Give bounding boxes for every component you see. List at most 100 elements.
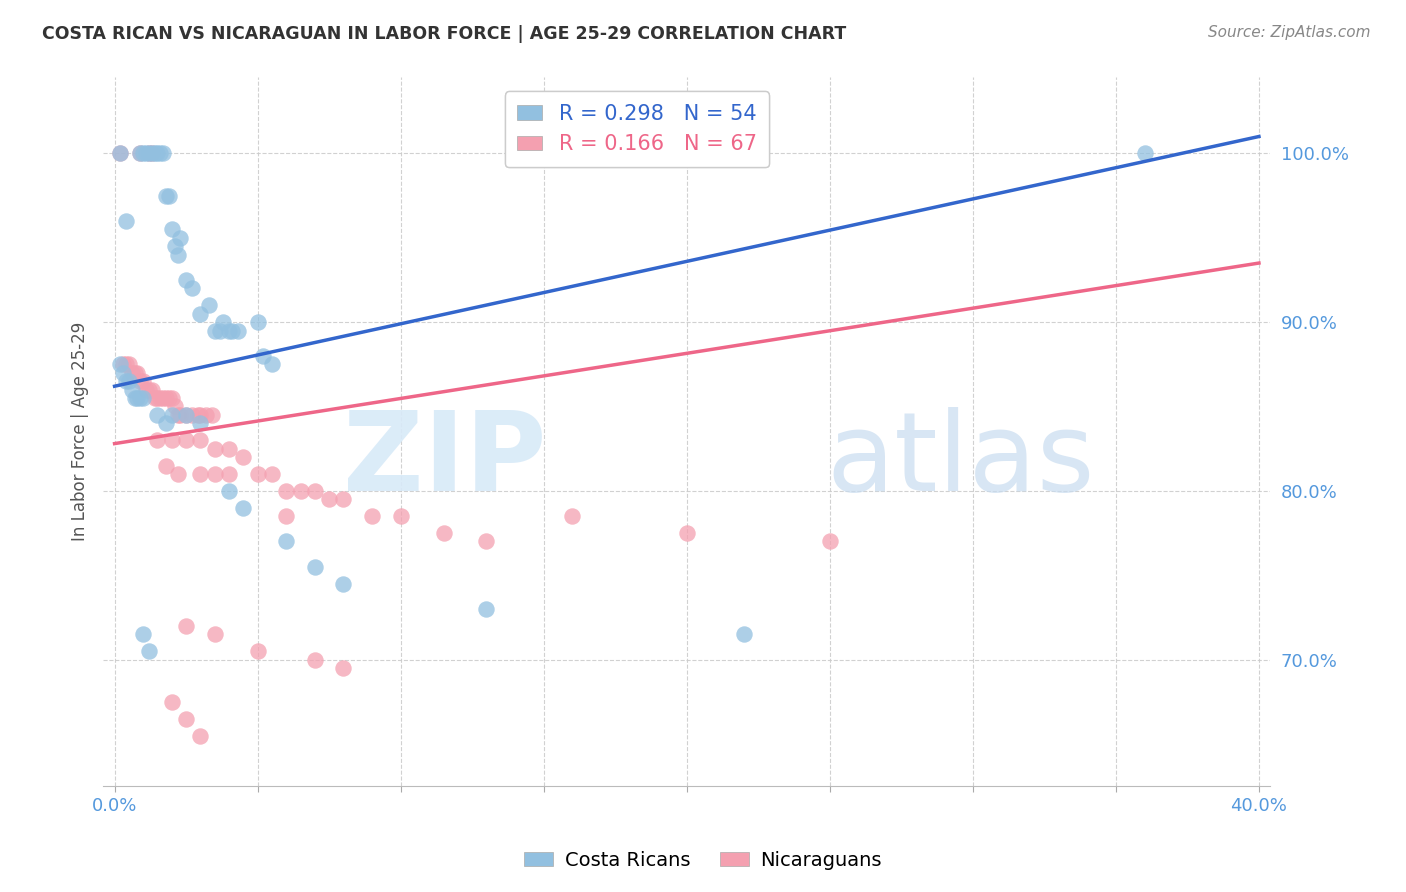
Point bbox=[332, 492, 354, 507]
Point bbox=[246, 467, 269, 481]
Point bbox=[110, 146, 132, 161]
Point bbox=[155, 188, 177, 202]
Point bbox=[138, 146, 160, 161]
Point bbox=[174, 408, 197, 422]
Point bbox=[212, 315, 235, 329]
Point bbox=[143, 391, 166, 405]
Point bbox=[318, 492, 340, 507]
Point bbox=[155, 391, 177, 405]
Legend: R = 0.298   N = 54, R = 0.166   N = 67: R = 0.298 N = 54, R = 0.166 N = 67 bbox=[505, 91, 769, 167]
Point bbox=[143, 146, 166, 161]
Point bbox=[124, 366, 146, 380]
Point bbox=[115, 357, 138, 371]
Point bbox=[132, 627, 155, 641]
Point bbox=[195, 408, 218, 422]
Point bbox=[141, 383, 163, 397]
Point bbox=[127, 391, 149, 405]
Point bbox=[218, 467, 240, 481]
Point bbox=[110, 146, 132, 161]
Point bbox=[135, 146, 157, 161]
Point bbox=[818, 534, 841, 549]
Point bbox=[174, 408, 197, 422]
Point bbox=[169, 231, 191, 245]
Point bbox=[129, 391, 152, 405]
Point bbox=[160, 695, 183, 709]
Point bbox=[132, 374, 155, 388]
Point bbox=[226, 324, 249, 338]
Point bbox=[132, 391, 155, 405]
Point bbox=[141, 146, 163, 161]
Point bbox=[166, 408, 188, 422]
Point bbox=[332, 661, 354, 675]
Point bbox=[132, 146, 155, 161]
Point bbox=[146, 146, 169, 161]
Point bbox=[115, 214, 138, 228]
Point bbox=[129, 146, 152, 161]
Point bbox=[141, 146, 163, 161]
Point bbox=[260, 467, 283, 481]
Point bbox=[276, 509, 298, 524]
Point bbox=[232, 500, 254, 515]
Point bbox=[174, 273, 197, 287]
Text: Source: ZipAtlas.com: Source: ZipAtlas.com bbox=[1208, 25, 1371, 40]
Point bbox=[204, 324, 226, 338]
Point bbox=[290, 483, 312, 498]
Point bbox=[127, 366, 149, 380]
Point bbox=[146, 391, 169, 405]
Point bbox=[276, 534, 298, 549]
Point bbox=[124, 391, 146, 405]
Point bbox=[121, 366, 143, 380]
Point bbox=[190, 434, 212, 448]
Point bbox=[112, 366, 135, 380]
Point bbox=[475, 602, 498, 616]
Point bbox=[118, 357, 141, 371]
Point bbox=[218, 483, 240, 498]
Point bbox=[155, 458, 177, 473]
Point bbox=[121, 383, 143, 397]
Point bbox=[118, 374, 141, 388]
Point bbox=[129, 374, 152, 388]
Point bbox=[198, 298, 221, 312]
Y-axis label: In Labor Force | Age 25-29: In Labor Force | Age 25-29 bbox=[72, 322, 89, 541]
Point bbox=[186, 408, 208, 422]
Point bbox=[129, 146, 152, 161]
Point bbox=[152, 391, 174, 405]
Point bbox=[152, 146, 174, 161]
Point bbox=[304, 559, 326, 574]
Point bbox=[149, 146, 172, 161]
Point bbox=[174, 712, 197, 726]
Point bbox=[160, 434, 183, 448]
Point bbox=[174, 434, 197, 448]
Point bbox=[304, 652, 326, 666]
Point bbox=[204, 627, 226, 641]
Point bbox=[115, 374, 138, 388]
Point bbox=[190, 408, 212, 422]
Point bbox=[138, 383, 160, 397]
Text: atlas: atlas bbox=[827, 407, 1095, 514]
Point bbox=[432, 526, 454, 541]
Point bbox=[190, 467, 212, 481]
Point bbox=[1133, 146, 1156, 161]
Point bbox=[138, 644, 160, 658]
Point bbox=[180, 281, 202, 295]
Point bbox=[201, 408, 224, 422]
Point bbox=[157, 188, 180, 202]
Point bbox=[389, 509, 412, 524]
Point bbox=[160, 408, 183, 422]
Point bbox=[304, 483, 326, 498]
Point bbox=[246, 644, 269, 658]
Point bbox=[166, 247, 188, 261]
Point bbox=[733, 627, 755, 641]
Point bbox=[157, 391, 180, 405]
Point bbox=[135, 383, 157, 397]
Point bbox=[146, 408, 169, 422]
Point bbox=[276, 483, 298, 498]
Point bbox=[218, 442, 240, 456]
Point bbox=[252, 349, 274, 363]
Point bbox=[155, 417, 177, 431]
Point bbox=[561, 509, 583, 524]
Point bbox=[260, 357, 283, 371]
Text: COSTA RICAN VS NICARAGUAN IN LABOR FORCE | AGE 25-29 CORRELATION CHART: COSTA RICAN VS NICARAGUAN IN LABOR FORCE… bbox=[42, 25, 846, 43]
Text: ZIP: ZIP bbox=[343, 407, 547, 514]
Point bbox=[190, 729, 212, 743]
